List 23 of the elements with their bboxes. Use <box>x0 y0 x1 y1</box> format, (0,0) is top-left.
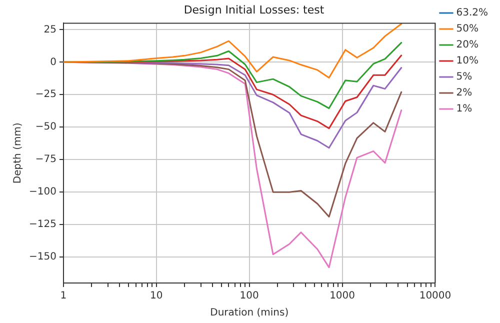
y-tick-label: 0 <box>50 56 56 68</box>
x-tick-label: 10000 <box>419 290 452 302</box>
y-tick-label: −50 <box>35 122 56 133</box>
legend-label: 5% <box>456 72 472 83</box>
x-tick-label: 1 <box>60 290 67 302</box>
legend-label: 63.2% <box>456 8 488 19</box>
legend-label: 20% <box>456 40 478 51</box>
legend-label: 1% <box>456 104 472 115</box>
x-tick-label: 10 <box>150 290 163 302</box>
x-tick-label: 1000 <box>330 290 356 302</box>
y-tick-label: 25 <box>44 24 56 36</box>
legend-label: 50% <box>456 24 478 35</box>
y-axis-title: Depth (mm) <box>12 122 24 184</box>
y-tick-label: −150 <box>28 252 56 263</box>
y-tick-label: −100 <box>28 186 56 198</box>
legend-label: 10% <box>456 56 478 67</box>
legend-label: 2% <box>456 88 472 99</box>
x-tick-label: 100 <box>240 290 259 302</box>
y-tick-label: −75 <box>35 154 56 166</box>
y-tick-label: −25 <box>35 89 56 100</box>
y-tick-label: −125 <box>28 219 56 230</box>
chart-title: Design Initial Losses: test <box>184 3 325 16</box>
x-axis-title: Duration (mins) <box>210 308 289 319</box>
